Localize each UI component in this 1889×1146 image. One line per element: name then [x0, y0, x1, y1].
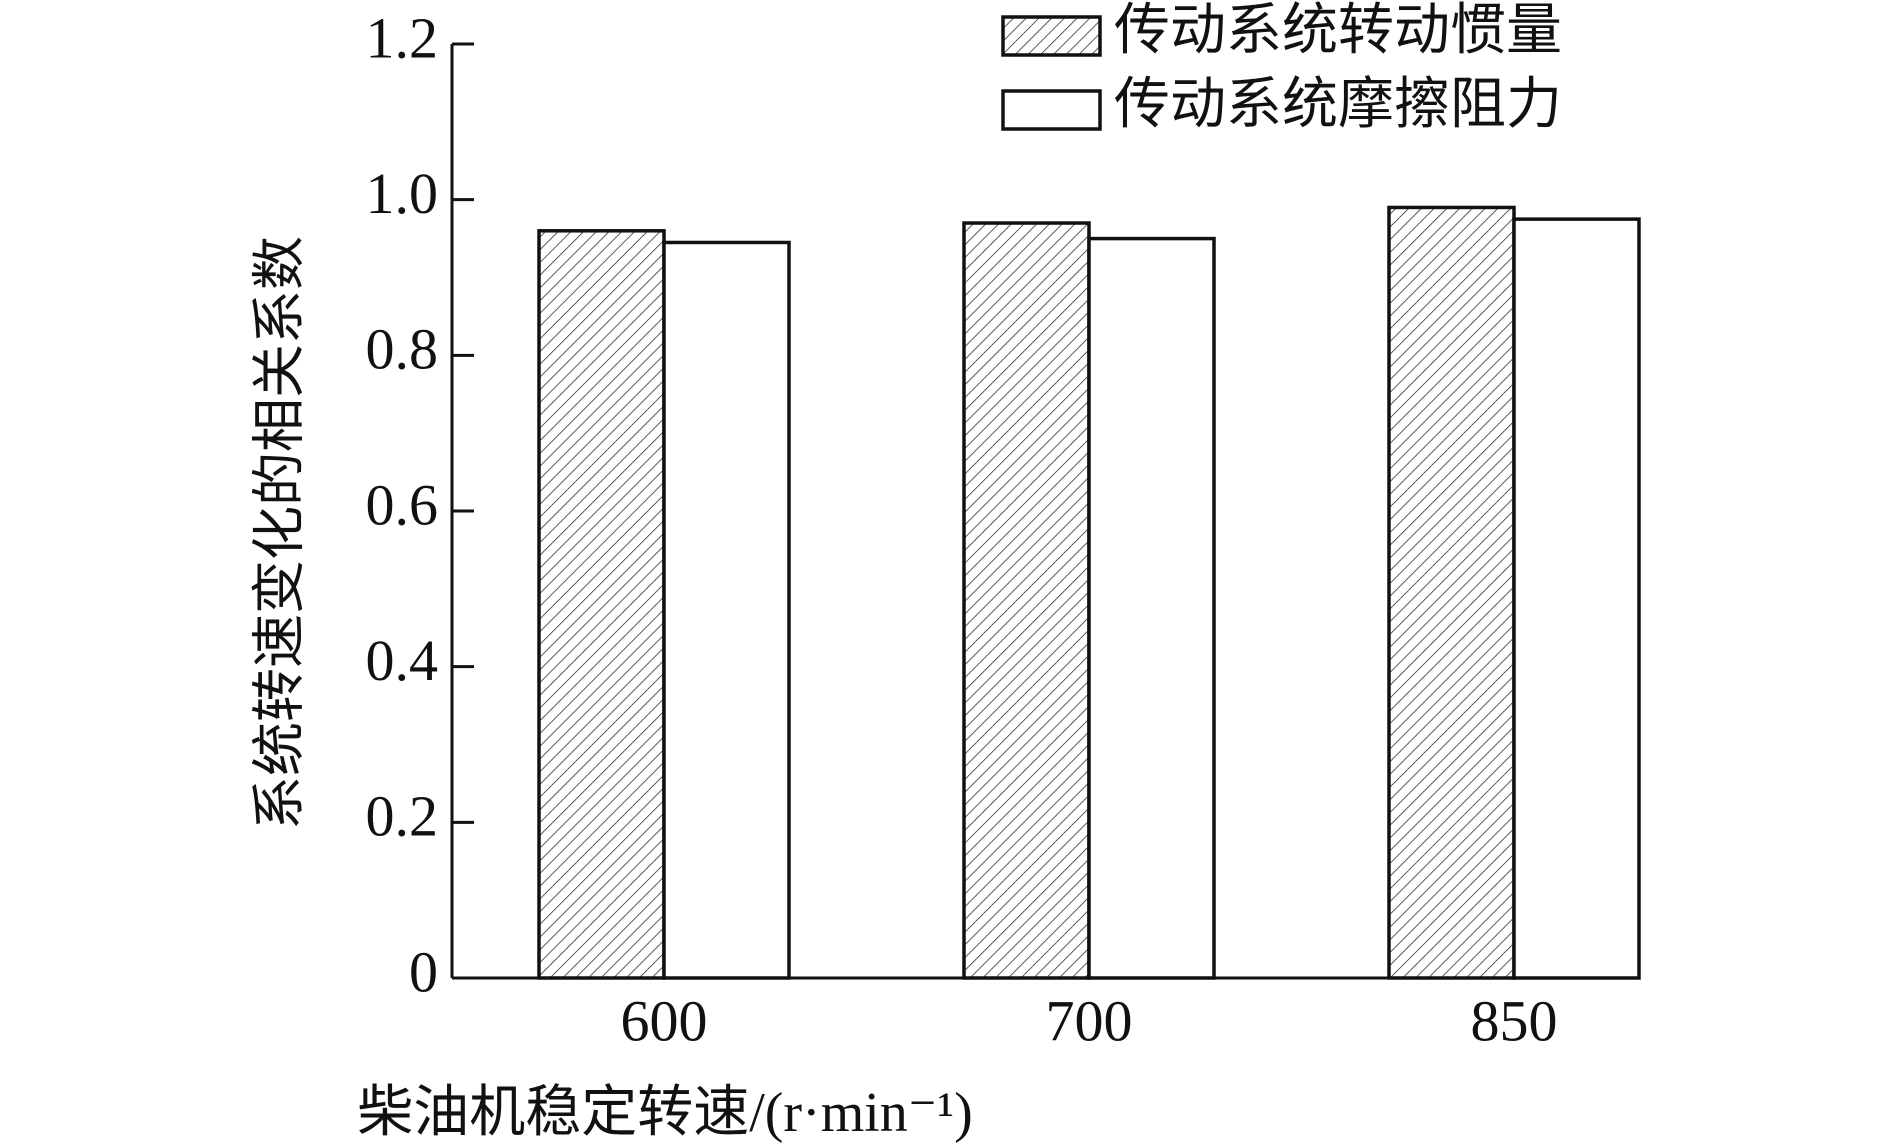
- bar: [537, 229, 666, 980]
- bar: [1387, 205, 1516, 980]
- bar: [962, 221, 1091, 980]
- bar: [1512, 217, 1641, 980]
- x-axis-title: 柴油机稳定转速/(r·min⁻¹): [357, 1082, 973, 1144]
- y-tick-label: 0.6: [366, 472, 439, 537]
- y-tick-label: 0: [409, 939, 438, 1004]
- y-tick-label: 0.4: [366, 628, 439, 693]
- x-tick-label: 600: [621, 988, 708, 1053]
- y-tick-label: 0.8: [366, 317, 439, 382]
- legend-swatch: [1001, 89, 1102, 131]
- y-tick-label: 0.2: [366, 784, 439, 849]
- x-tick-label: 700: [1046, 988, 1133, 1053]
- bar: [662, 240, 791, 980]
- y-axis-title: 系统转速变化的相关系数: [249, 236, 309, 830]
- legend-label: 传动系统摩擦阻力: [1114, 74, 1562, 136]
- legend-swatch: [1001, 15, 1102, 57]
- x-tick-label: 850: [1471, 988, 1558, 1053]
- y-tick-label: 1.0: [366, 161, 439, 226]
- legend-label: 传动系统转动惯量: [1114, 0, 1562, 62]
- bar: [1087, 236, 1216, 980]
- y-tick-label: 1.2: [366, 5, 439, 70]
